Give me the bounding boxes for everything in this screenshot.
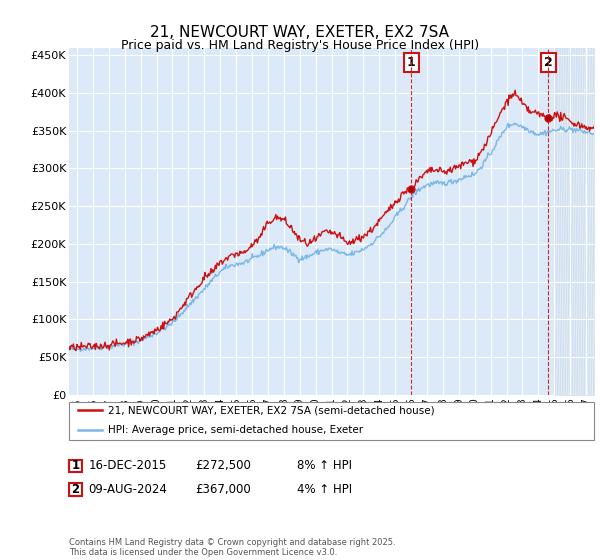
- Text: 16-DEC-2015: 16-DEC-2015: [89, 459, 167, 473]
- Text: Contains HM Land Registry data © Crown copyright and database right 2025.
This d: Contains HM Land Registry data © Crown c…: [69, 538, 395, 557]
- Text: 21, NEWCOURT WAY, EXETER, EX2 7SA: 21, NEWCOURT WAY, EXETER, EX2 7SA: [151, 25, 449, 40]
- Text: Price paid vs. HM Land Registry's House Price Index (HPI): Price paid vs. HM Land Registry's House …: [121, 39, 479, 52]
- Text: 1: 1: [71, 459, 79, 473]
- Bar: [554, 48, 594, 395]
- Text: 2: 2: [71, 483, 79, 496]
- Text: 8% ↑ HPI: 8% ↑ HPI: [297, 459, 352, 473]
- Text: 21, NEWCOURT WAY, EXETER, EX2 7SA (semi-detached house): 21, NEWCOURT WAY, EXETER, EX2 7SA (semi-…: [108, 405, 434, 416]
- Text: 09-AUG-2024: 09-AUG-2024: [89, 483, 167, 496]
- Text: £272,500: £272,500: [195, 459, 251, 473]
- Text: £367,000: £367,000: [195, 483, 251, 496]
- Text: 1: 1: [407, 56, 415, 69]
- Text: HPI: Average price, semi-detached house, Exeter: HPI: Average price, semi-detached house,…: [108, 424, 363, 435]
- Text: 4% ↑ HPI: 4% ↑ HPI: [297, 483, 352, 496]
- Text: 2: 2: [544, 56, 553, 69]
